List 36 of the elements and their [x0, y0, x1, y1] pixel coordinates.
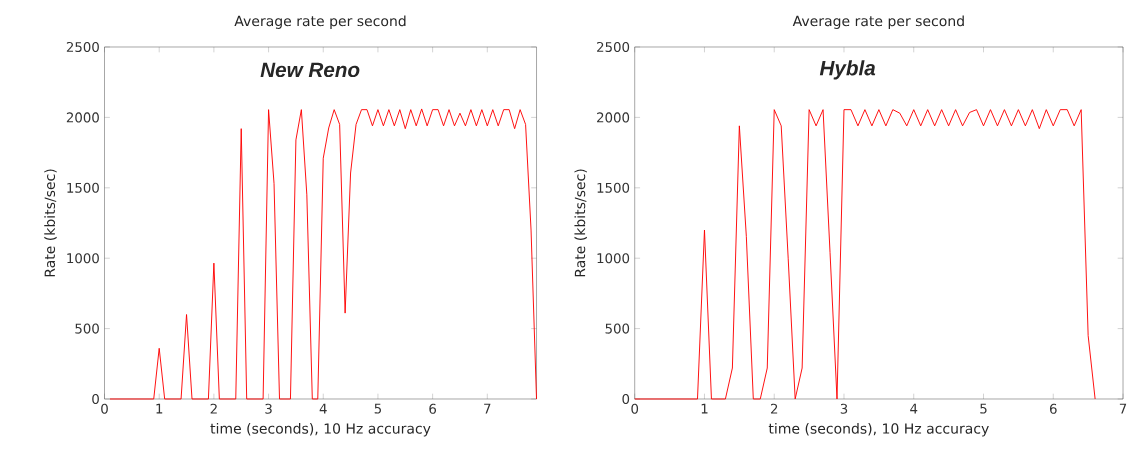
annotation: New Reno	[260, 62, 360, 78]
x-tick-label: 7	[1119, 403, 1127, 414]
y-tick-label: 0	[92, 393, 99, 405]
y-tick-label: 0	[622, 393, 630, 405]
y-tick-label: 1000	[597, 253, 630, 264]
y-tick-label: 2000	[597, 112, 630, 123]
x-tick-label: 7	[484, 403, 491, 414]
x-tick-label: 1	[156, 403, 163, 414]
annotation: Hybla	[819, 60, 876, 80]
x-axis-title: time (seconds), 10 Hz accuracy	[768, 422, 989, 437]
x-tick-label: 4	[910, 403, 918, 414]
x-tick-label: 1	[701, 403, 708, 414]
y-tick-label: 500	[605, 323, 630, 334]
y-axis-title: Rate (kbits/sec)	[44, 169, 57, 277]
x-tick-label: 5	[374, 403, 382, 414]
x-tick-label: 2	[770, 403, 778, 414]
x-tick-label: 3	[265, 403, 272, 414]
y-tick-label: 1500	[597, 182, 630, 193]
x-tick-label: 5	[980, 403, 987, 414]
x-tick-label: 0	[101, 403, 108, 414]
y-tick-label: 2500	[66, 41, 99, 53]
y-tick-label: 500	[75, 323, 99, 334]
y-tick-label: 2500	[597, 41, 630, 53]
x-tick-label: 6	[1049, 403, 1057, 414]
x-tick-label: 0	[631, 403, 639, 414]
chart-title: Average rate per second	[792, 15, 964, 29]
x-tick-label: 2	[210, 403, 217, 414]
x-tick-label: 4	[319, 403, 327, 414]
x-tick-label: 3	[840, 403, 848, 414]
x-axis-title: time (seconds), 10 Hz accuracy	[210, 422, 431, 437]
chart-title: Average rate per second	[234, 15, 406, 29]
y-tick-label: 2000	[66, 112, 99, 123]
y-tick-label: 1500	[67, 182, 99, 193]
x-tick-label: 6	[429, 403, 437, 414]
y-tick-label: 1000	[67, 253, 99, 264]
y-axis-title: Rate (kbits/sec)	[574, 169, 587, 277]
